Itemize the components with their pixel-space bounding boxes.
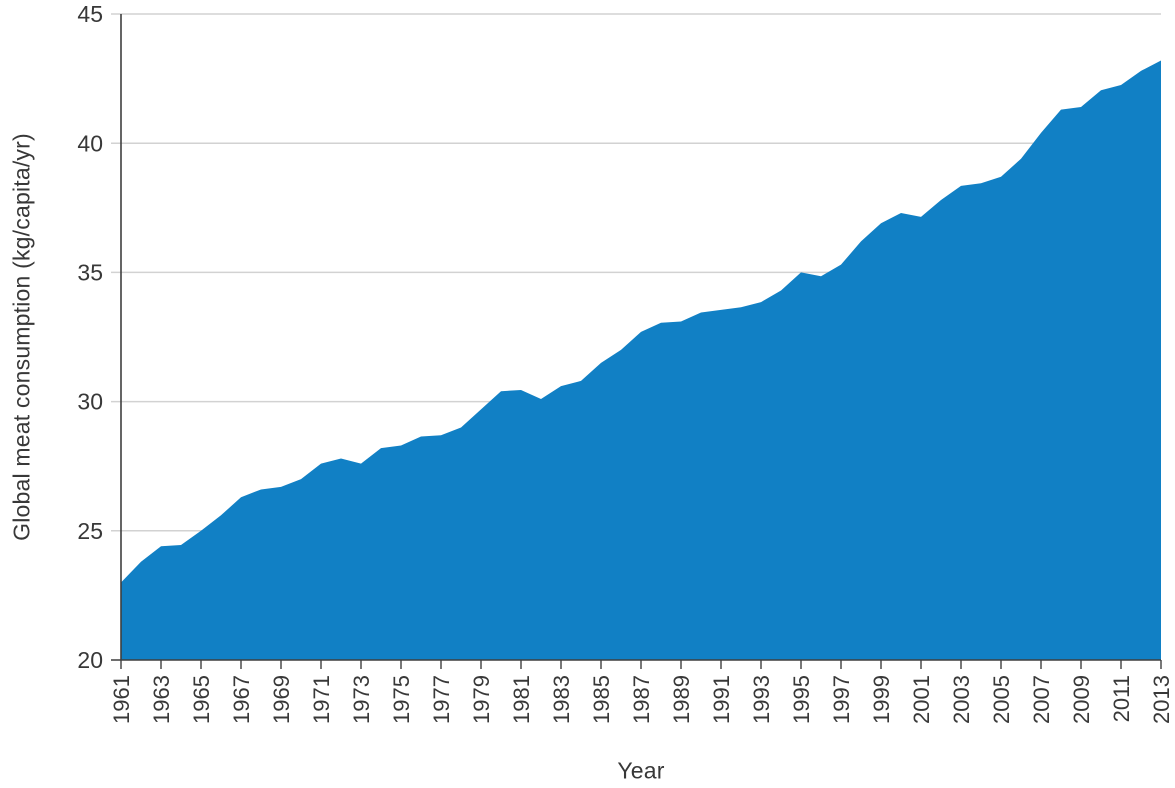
x-tick-label-1977: 1977 (429, 675, 454, 724)
x-tick-label-1979: 1979 (469, 675, 494, 724)
x-tick-label-1999: 1999 (869, 675, 894, 724)
x-tick-label-1961: 1961 (109, 675, 134, 724)
y-tick-label-20: 20 (77, 647, 103, 673)
y-tick-label-25: 25 (77, 518, 103, 544)
x-tick-label-2007: 2007 (1029, 675, 1054, 724)
y-tick-label-30: 30 (77, 389, 103, 415)
x-tick-label-1997: 1997 (829, 675, 854, 724)
y-tick-label-40: 40 (77, 130, 103, 156)
x-tick-label-1987: 1987 (629, 675, 654, 724)
x-tick-label-1993: 1993 (749, 675, 774, 724)
x-tick-label-1963: 1963 (149, 675, 174, 724)
x-tick-label-1967: 1967 (229, 675, 254, 724)
x-tick-label-1989: 1989 (669, 675, 694, 724)
x-tick-label-1995: 1995 (789, 675, 814, 724)
x-tick-label-2005: 2005 (989, 675, 1014, 724)
x-axis-title: Year (617, 757, 665, 784)
y-axis-title: Global meat consumption (kg/capita/yr) (8, 133, 35, 541)
x-tick-label-1973: 1973 (349, 675, 374, 724)
x-tick-label-1991: 1991 (709, 675, 734, 724)
x-tick-label-1971: 1971 (309, 675, 334, 724)
x-tick-label-2013: 2013 (1149, 675, 1174, 724)
area-fill (121, 60, 1161, 660)
x-tick-label-1969: 1969 (269, 675, 294, 724)
x-tick-label-2009: 2009 (1069, 675, 1094, 724)
x-tick-label-2001: 2001 (909, 675, 934, 724)
x-tick-label-1985: 1985 (589, 675, 614, 724)
x-tick-label-1975: 1975 (389, 675, 414, 724)
y-tick-label-45: 45 (77, 1, 103, 27)
x-tick-label-1965: 1965 (189, 675, 214, 724)
x-tick-label-2011: 2011 (1109, 675, 1134, 722)
y-tick-label-35: 35 (77, 259, 103, 285)
x-tick-label-1981: 1981 (509, 675, 534, 724)
x-tick-label-1983: 1983 (549, 675, 574, 724)
x-tick-label-2003: 2003 (949, 675, 974, 724)
